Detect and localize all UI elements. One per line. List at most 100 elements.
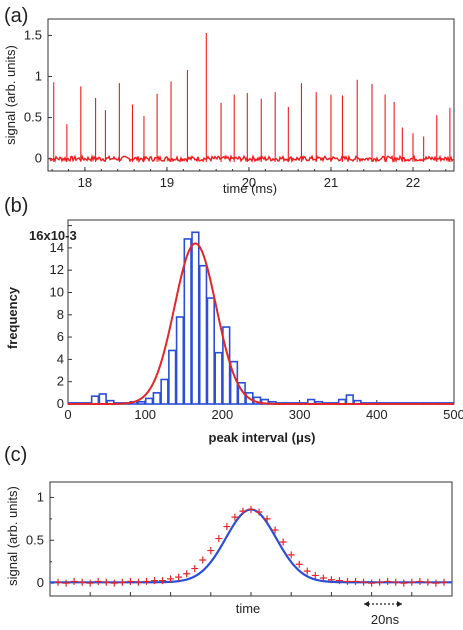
scale-bar: 20ns (364, 601, 402, 627)
c-data-point (54, 578, 62, 586)
c-data-point (183, 570, 191, 578)
a-xtick-label: 21 (324, 175, 338, 190)
panel-c: (c) 0 0.5 1 time signal (arb. units) 20ns (4, 444, 453, 627)
panel-a-xlabel: time (ms) (223, 181, 277, 196)
c-data-point (384, 577, 392, 585)
b-ytick-label: 8 (57, 307, 64, 322)
a-xtick-label: 20 (242, 175, 256, 190)
c-data-point (86, 579, 94, 587)
b-ytick-label: 14 (50, 240, 64, 255)
b-hist-bar (214, 351, 223, 405)
c-data-point (215, 535, 223, 543)
panel-c-frame (49, 481, 453, 597)
panel-a: (a) 18 19 20 21 22 0 0.5 1 1.5 time (ms) signal … (3, 5, 455, 196)
panel-c-xlabel: time (236, 601, 261, 616)
c-data-point (392, 578, 400, 586)
b-hist-bar (175, 316, 185, 405)
b-xtick-label: 0 (64, 407, 71, 422)
a-ytick-label: 1.5 (24, 27, 42, 42)
c-data-point (199, 556, 207, 564)
b-hist-bar (160, 378, 169, 405)
b-ytick-label: 10 (50, 284, 64, 299)
c-data-point (255, 508, 263, 516)
a-ytick-label: 0.5 (24, 110, 42, 125)
b-hist-bar (90, 395, 100, 405)
b-hist-bar (206, 297, 215, 405)
c-data-point (303, 567, 311, 575)
c-data-point (159, 577, 167, 585)
b-xtick-label: 200 (212, 407, 234, 422)
c-data-point (360, 578, 368, 586)
c-data-point (134, 578, 142, 586)
c-data-point (400, 579, 408, 587)
panel-b-label: (b) (4, 195, 28, 217)
b-gaussian-fit (68, 242, 454, 405)
c-data-point (416, 577, 424, 585)
panel-b-y-multiplier-base: 16x10-3 (29, 228, 77, 243)
c-data-point (94, 577, 102, 585)
c-data-point (110, 579, 118, 587)
a-ytick-label: 0 (35, 151, 42, 166)
b-hist-bar (152, 392, 161, 405)
c-data-point (231, 513, 239, 521)
panel-a-ylabel: signal (arb. units) (3, 45, 18, 145)
b-ytick-label: 4 (57, 351, 64, 366)
c-data-point (295, 560, 303, 568)
scale-bar-label: 20ns (371, 612, 400, 627)
b-hist-bar (98, 393, 107, 405)
b-hist-bar (137, 400, 146, 405)
c-data-point (78, 578, 86, 586)
b-hist-bar (183, 238, 192, 405)
c-data-point (223, 523, 231, 531)
b-hist-bar (245, 392, 254, 405)
b-xtick-label: 100 (134, 407, 156, 422)
panel-a-frame (47, 18, 455, 172)
a-ytick-label: 1 (35, 69, 42, 84)
b-hist-bar (198, 264, 208, 405)
c-data-point (424, 578, 432, 586)
b-xtick-label: 400 (366, 407, 388, 422)
c-data-point (118, 578, 126, 586)
b-hist-bar (345, 394, 354, 405)
c-data-point (151, 577, 159, 585)
c-data-point (263, 515, 271, 523)
c-data-point (432, 579, 440, 587)
panel-b-y-multiplier: x10-3 (43, 228, 76, 243)
panel-c-ylabel: signal (arb. units) (5, 486, 20, 586)
c-data-point (352, 577, 360, 585)
c-ytick-label: 0 (37, 575, 44, 590)
c-data-point (271, 526, 279, 534)
c-data-point (343, 577, 351, 585)
c-data-point (70, 577, 78, 585)
a-xtick-label: 19 (160, 175, 174, 190)
c-data-point (319, 574, 327, 582)
c-data-point (368, 579, 376, 587)
c-ytick-label: 1 (37, 489, 44, 504)
b-xtick-label: 500 (443, 407, 463, 422)
c-gaussian-fit (50, 508, 452, 584)
c-data-point (239, 507, 247, 515)
c-data-point (247, 505, 255, 513)
panel-b-frame (67, 219, 455, 405)
c-data-point (335, 577, 343, 585)
c-data-point (62, 579, 70, 587)
c-data-point (191, 565, 199, 573)
panel-c-label: (c) (4, 444, 27, 466)
c-data-point (102, 578, 110, 586)
panel-b-ylabel: frequency (5, 286, 20, 349)
c-data-point (311, 571, 319, 579)
c-data-point (142, 577, 150, 585)
panel-b-xlabel: peak interval (μs) (209, 430, 316, 445)
b-ytick-label: 6 (57, 329, 64, 344)
c-data-point (440, 578, 448, 586)
c-data-point (126, 577, 134, 585)
b-ytick-label: 2 (57, 374, 64, 389)
b-hist-bar (168, 349, 177, 405)
c-data-point (376, 578, 384, 586)
scale-bar-left-arrow (364, 601, 369, 607)
c-data-point (167, 575, 175, 583)
b-ytick-label: 12 (50, 262, 64, 277)
c-data-point (408, 578, 416, 586)
